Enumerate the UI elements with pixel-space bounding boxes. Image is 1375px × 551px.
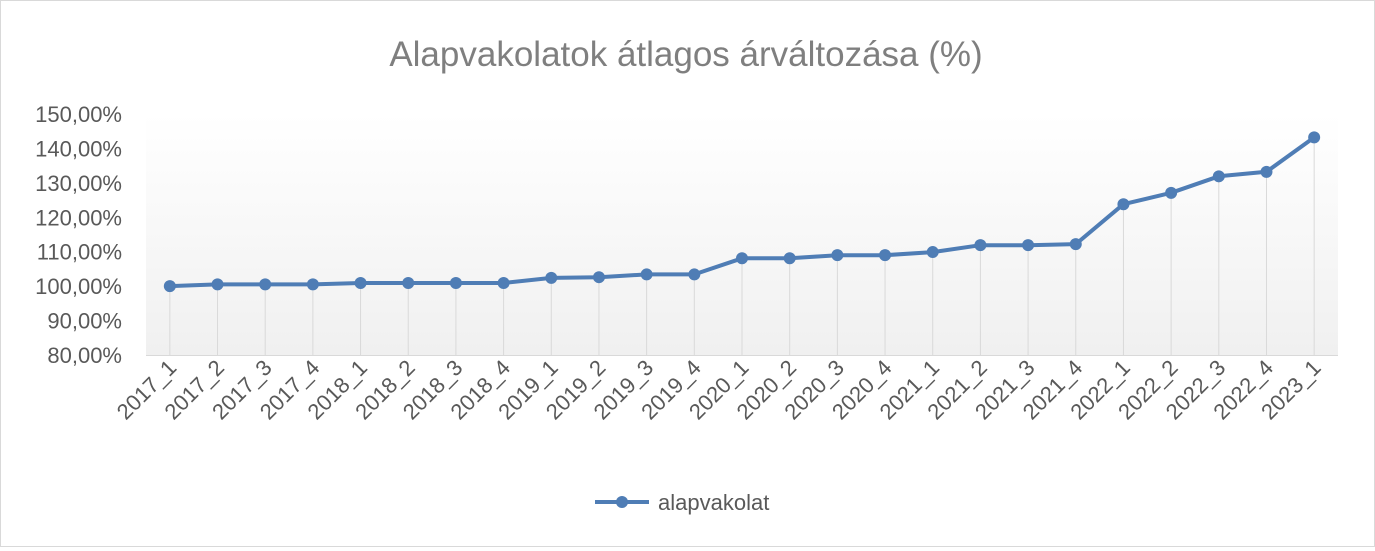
data-point [306,278,319,291]
data-point [831,249,844,262]
legend-label: alapvakolat [658,490,769,515]
data-point [1260,165,1273,178]
drop-lines [169,137,1315,355]
data-point [1069,238,1082,251]
y-tick-label: 120,00% [35,205,122,230]
y-axis: 80,00% 90,00% 100,00% 110,00% 120,00% 130,00%… [35,102,122,368]
y-tick-label: 150,00% [35,102,122,127]
data-point [688,268,701,281]
data-point [783,252,796,265]
series-markers [163,131,1321,293]
legend-swatch-marker [616,496,628,508]
chart-title: Alapvakolatok átlagos árváltozása (%) [389,35,982,74]
data-point [259,278,272,291]
y-tick-label: 90,00% [47,309,122,334]
data-point [163,280,176,293]
data-point [926,246,939,259]
data-point [1022,239,1035,252]
y-tick-label: 80,00% [47,343,122,368]
y-tick-label: 100,00% [35,274,122,299]
data-point [640,268,653,281]
data-point [1212,170,1225,183]
data-point [1308,131,1321,144]
data-point [736,252,748,265]
data-point [1165,186,1178,199]
data-point [1117,198,1130,211]
data-point [879,249,892,262]
data-point [354,277,367,290]
legend: alapvakolat [595,490,769,515]
y-tick-label: 140,00% [35,136,122,161]
x-axis: 2017_12017_22017_32017_42018_12018_22018… [112,355,1326,425]
y-tick-label: 110,00% [37,240,122,265]
y-tick-label: 130,00% [35,171,122,196]
data-point [974,239,987,252]
data-point [211,278,224,291]
data-point [545,271,558,284]
data-point [449,277,462,290]
data-point [592,271,605,284]
data-point [402,277,415,290]
data-point [497,277,510,290]
